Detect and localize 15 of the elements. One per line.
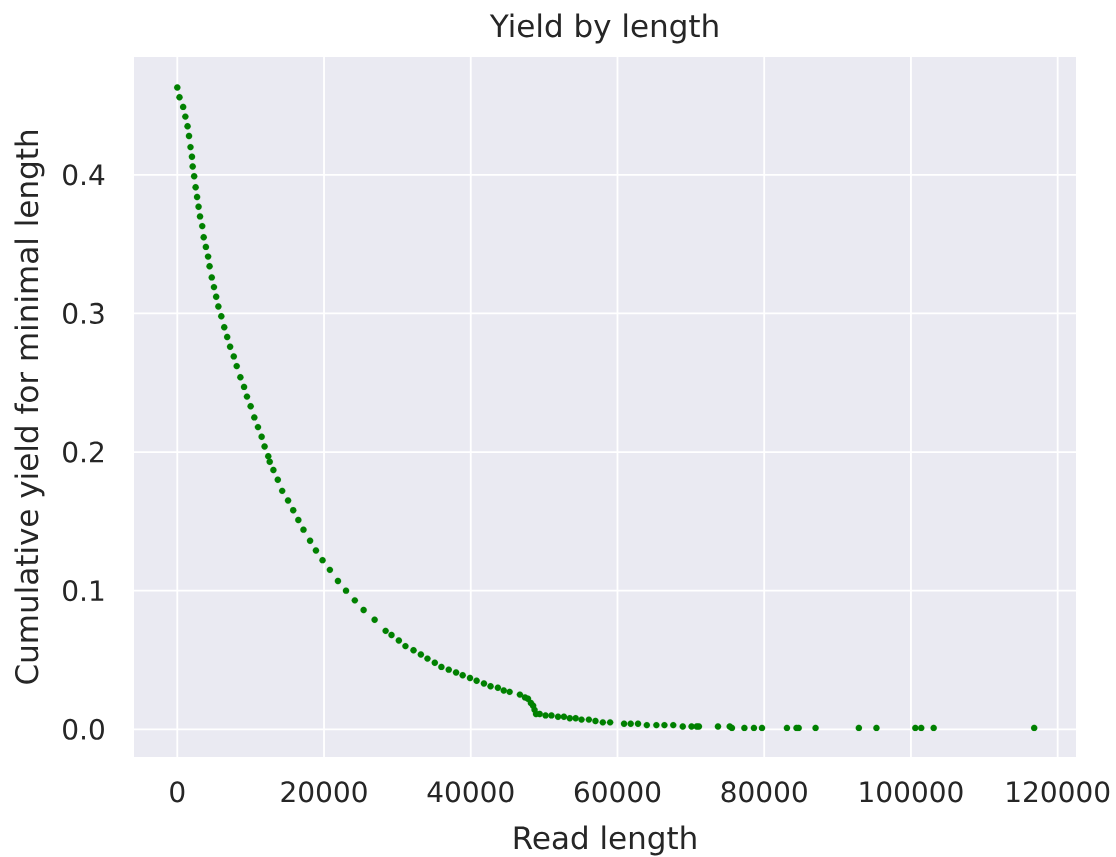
y-tick-label: 0.2 [63,441,103,463]
x-axis-title: Read length [514,825,696,856]
y-tick-label: 0.3 [63,302,104,325]
x-tick-label: 120000 [1007,781,1110,803]
x-tick-label: 20000 [281,781,367,803]
x-tick-label: 60000 [574,781,661,803]
y-tick-label: 0.4 [63,164,105,186]
x-tick-label: 0 [170,781,185,803]
y-tick-label: 0.0 [63,718,104,740]
chart-title: Yield by length [489,13,718,44]
y-axis-title: Cumulative yield for minimal length [14,131,45,684]
x-tick-label: 40000 [427,781,514,803]
x-tick-label: 80000 [721,781,807,803]
x-tick-label: 100000 [860,781,963,803]
y-tick-label: 0.1 [63,580,104,602]
